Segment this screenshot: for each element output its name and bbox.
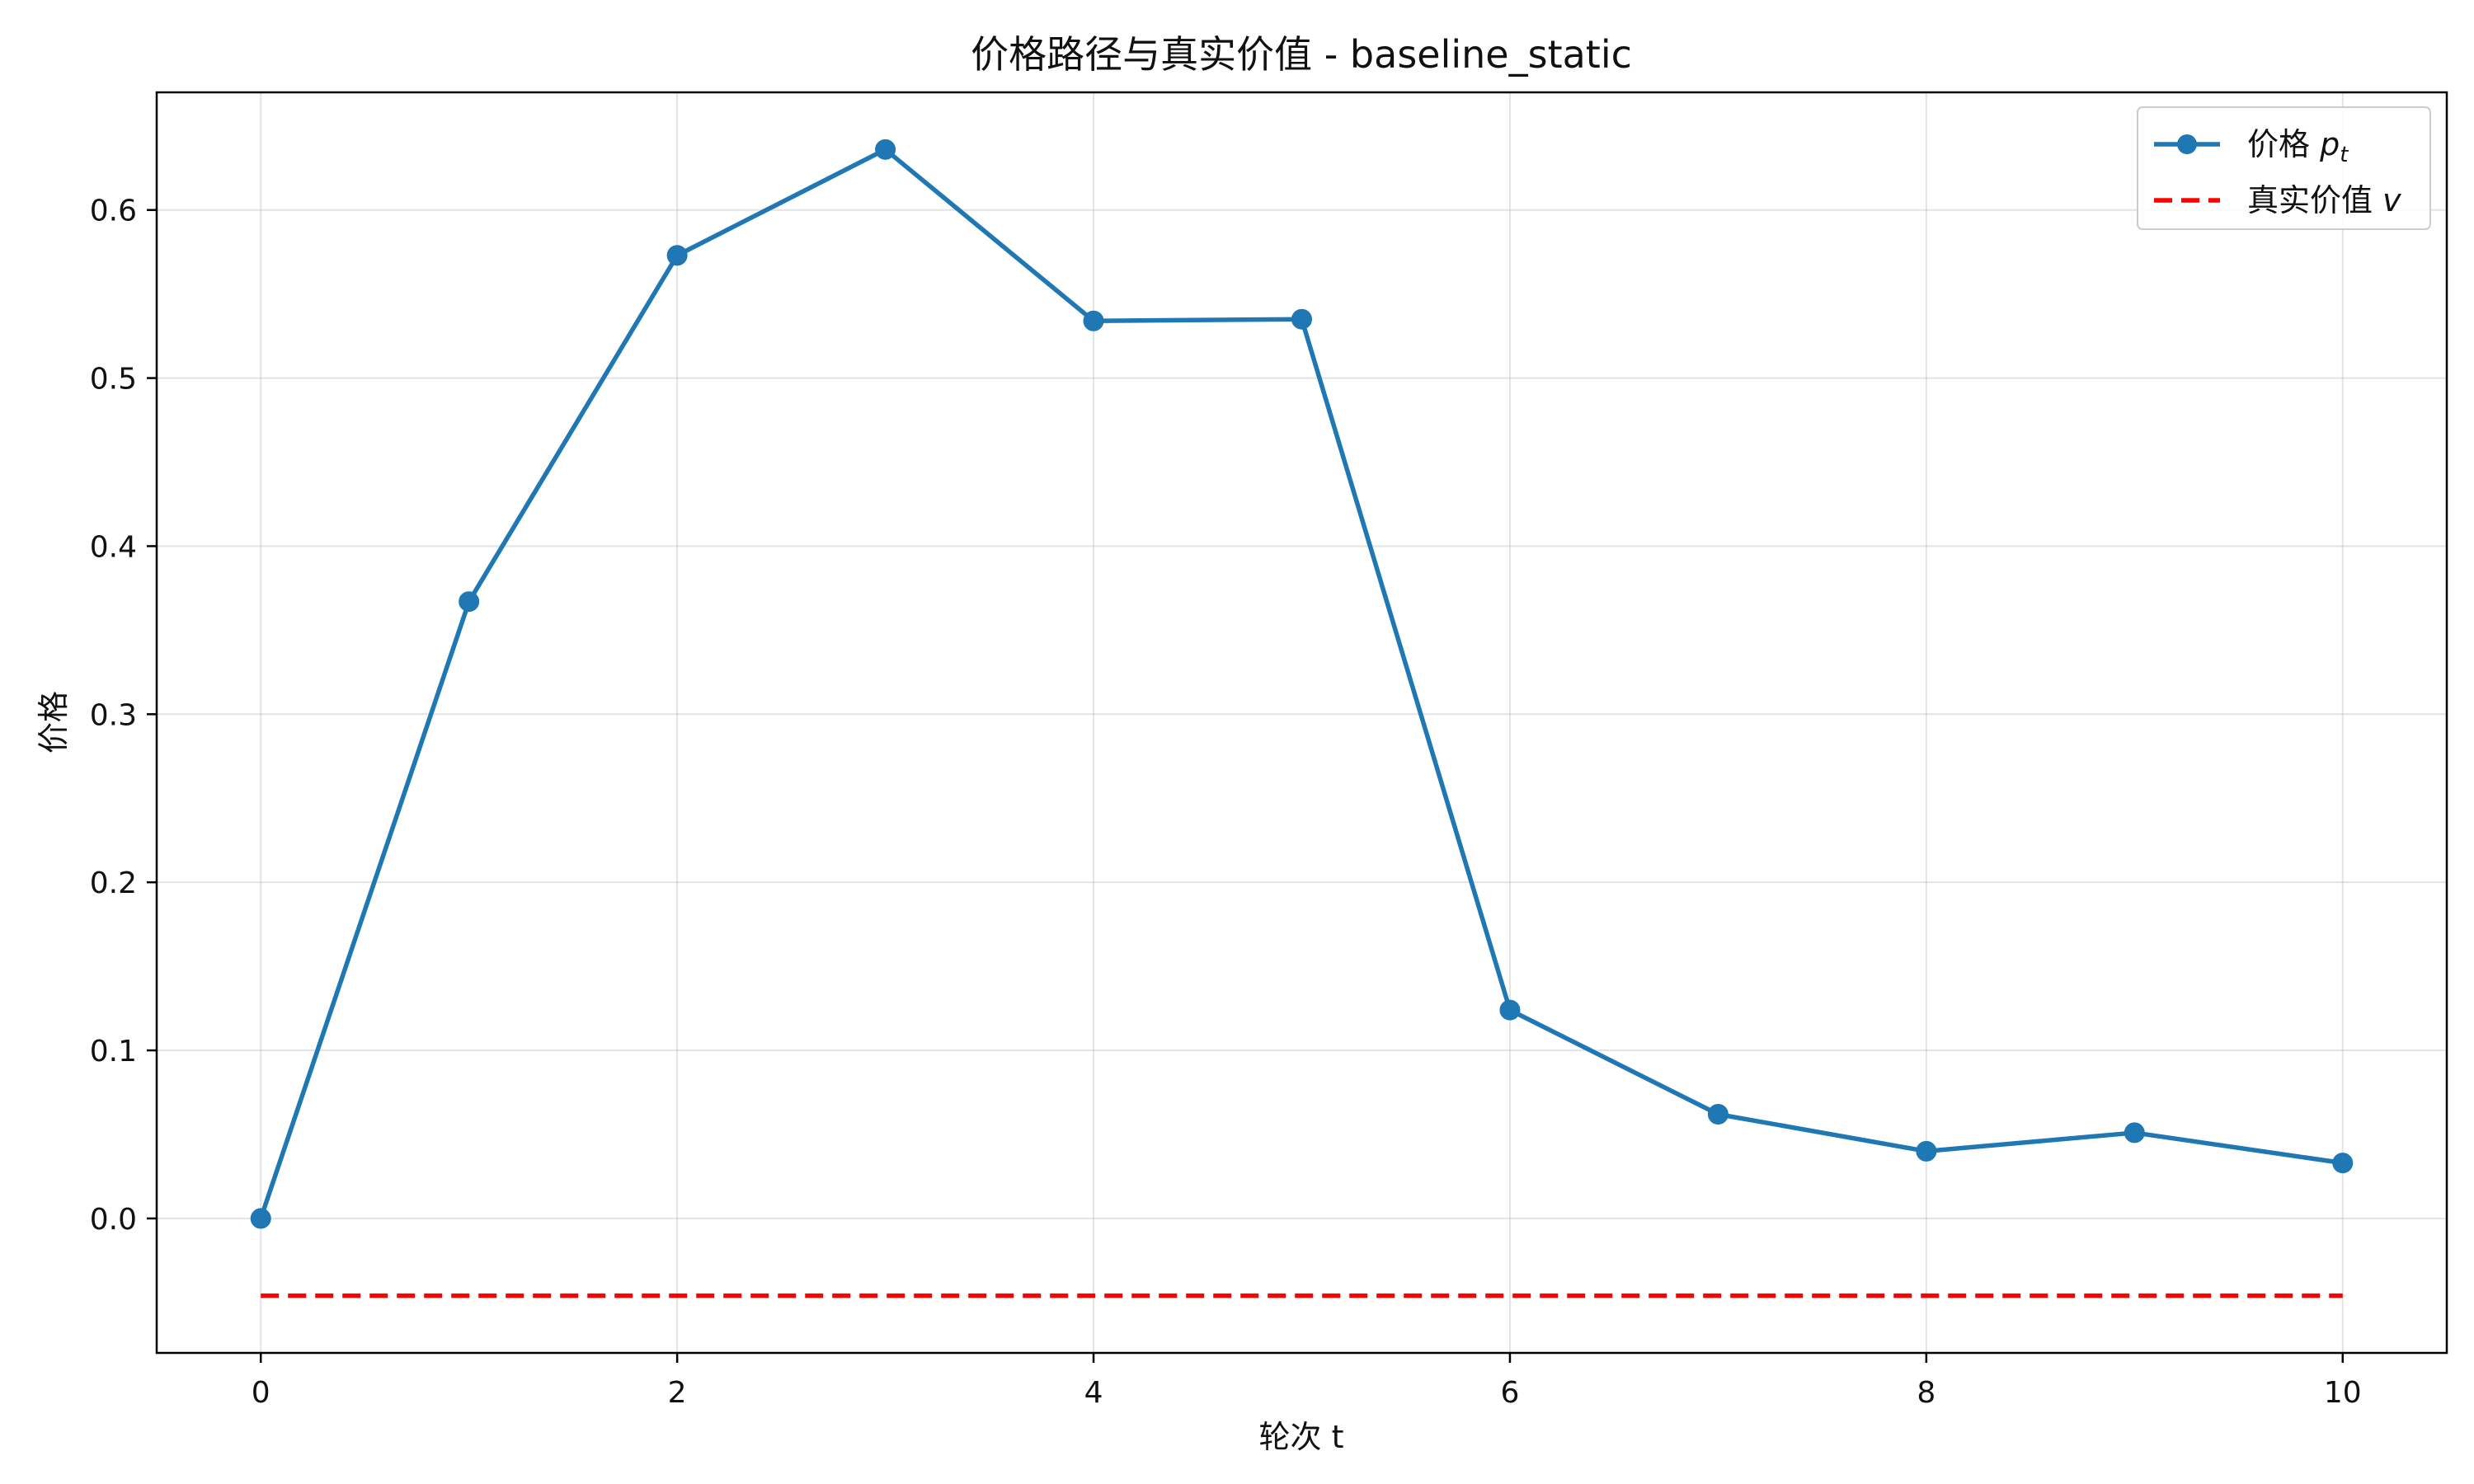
data-point [2124,1122,2145,1144]
x-tick-label: 0 [252,1376,270,1410]
legend-marker [2177,134,2197,154]
y-tick-label: 0.5 [90,363,137,397]
data-point [1707,1104,1729,1125]
legend-entries: 价格 pt 真实价值 v [2154,126,2401,218]
data-point [1083,310,1104,331]
y-tick-label: 0.4 [90,530,137,564]
legend-label: 真实价值 v [2247,182,2401,218]
plot-area [157,92,2447,1353]
y-axis-label: 价格 [35,691,72,754]
data-point [2332,1153,2354,1174]
series-layer [250,139,2354,1298]
data-point [666,245,688,266]
data-point [1291,308,1312,330]
y-tick-label: 0.0 [90,1203,137,1237]
plot-frame [155,91,2448,1355]
data-point [1916,1140,1937,1162]
x-tick-label: 8 [1917,1376,1935,1410]
y-tick-label: 0.2 [90,866,137,900]
x-tick-label: 6 [1501,1376,1520,1410]
x-axis-label: 轮次 t [1259,1419,1344,1455]
y-tick-label: 0.3 [90,698,137,732]
data-point [459,591,480,613]
data-point [250,1208,271,1229]
y-tick-label: 0.1 [90,1035,137,1068]
legend-label: 价格 pt [2247,126,2349,167]
x-tick-label: 10 [2324,1376,2362,1410]
data-point [1499,999,1521,1021]
x-tick-label: 2 [668,1376,687,1410]
chart-title: 价格路径与真实价值 - baseline_static [971,32,1632,77]
grid-layer [157,92,2447,1353]
data-point [875,139,896,160]
x-tick-label: 4 [1084,1376,1103,1410]
y-tick-label: 0.6 [90,195,137,228]
tick-layer: 0 2 4 6 8 10 0.0 0.1 0.2 0.3 0.4 0.5 0.6 [90,195,2362,1410]
legend: 价格 pt 真实价值 v [2137,106,2431,230]
